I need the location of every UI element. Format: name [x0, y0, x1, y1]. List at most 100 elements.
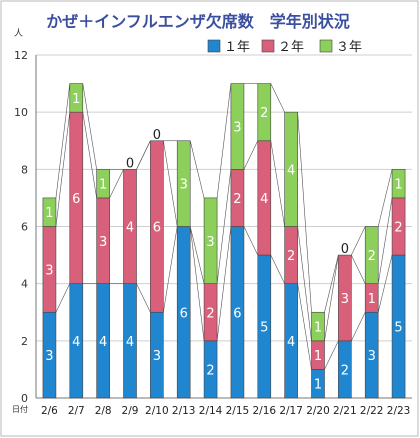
data-label: 3 [99, 235, 107, 250]
data-label: 3 [206, 235, 214, 250]
y-tick-label: 6 [21, 221, 28, 234]
series-connector [377, 169, 393, 227]
x-tick-label: 2/21 [333, 405, 357, 417]
data-label: 0 [153, 128, 161, 143]
series-connector [82, 112, 97, 198]
series-connector [324, 340, 339, 370]
series-connector-lines [55, 83, 393, 370]
data-label: 3 [233, 120, 241, 135]
legend: １年 ２年 ３年 [207, 39, 362, 55]
legend-swatch [319, 39, 333, 53]
x-axis-label: 日付 [12, 404, 28, 414]
legend-label: １年 [224, 40, 250, 55]
x-tick-label: 2/9 [122, 405, 139, 417]
series-connector [189, 226, 205, 341]
data-label: 2 [233, 192, 241, 207]
series-connector [324, 255, 339, 341]
data-label: 4 [99, 335, 107, 350]
bar-segment [284, 111, 298, 227]
data-label: 1 [99, 178, 107, 193]
series-connector [297, 226, 312, 341]
series-connector [297, 283, 312, 370]
data-label: 2 [206, 363, 214, 378]
bar-segment [364, 226, 379, 284]
y-tick-label: 10 [14, 106, 28, 119]
data-label: 6 [153, 221, 161, 236]
data-label: 3 [341, 292, 349, 307]
x-tick-label: 2/15 [226, 405, 250, 417]
x-axis: 2/6 2/7 2/8 2/9 2/10 2/13 2/14 2/15 2/16 2/17 2/20… [41, 405, 410, 417]
y-tick-label: 12 [14, 49, 28, 62]
x-tick-label: 2/16 [252, 405, 276, 417]
bar-segment [150, 140, 164, 313]
series-connector [216, 226, 232, 341]
data-label: 3 [45, 263, 53, 278]
x-tick-label: 2/13 [172, 405, 196, 417]
series-connector [55, 112, 71, 227]
data-label: 1 [45, 206, 53, 221]
data-label: 2 [341, 363, 349, 378]
y-tick-label: 8 [21, 163, 28, 176]
bar-segment [69, 83, 84, 113]
data-label: 2 [260, 106, 268, 121]
data-label: 0 [341, 242, 349, 257]
y-tick-label: 4 [21, 278, 28, 291]
data-label: 3 [180, 178, 188, 193]
data-label: 2 [206, 306, 214, 321]
series-connector [189, 226, 205, 284]
data-label: 4 [72, 335, 80, 350]
series-connector [216, 169, 232, 284]
data-label: 6 [180, 306, 188, 321]
data-label: 5 [260, 321, 268, 336]
y-axis-unit-label: 人 [14, 28, 23, 39]
bar-segment [391, 169, 406, 199]
data-label: 4 [126, 221, 134, 236]
series-connector [243, 226, 259, 256]
series-connector [55, 83, 71, 198]
x-tick-label: 2/22 [360, 405, 384, 417]
bar-segment [96, 169, 110, 199]
data-label: 4 [287, 163, 295, 178]
y-tick-label: 2 [21, 335, 28, 348]
data-label: 1 [314, 378, 322, 393]
series-connector [109, 169, 124, 199]
y-axis: 0 2 4 6 8 10 12 [14, 49, 37, 405]
series-connector [324, 255, 339, 313]
legend-label: ２年 [278, 40, 304, 55]
data-label: 3 [45, 349, 53, 364]
data-label: 4 [126, 335, 134, 350]
series-connector [163, 140, 178, 227]
series-connector [216, 83, 232, 198]
data-label: 1 [368, 292, 376, 307]
series-connector [136, 283, 151, 313]
bar-segment [123, 169, 137, 284]
data-label: 1 [314, 321, 322, 336]
bar-segment [203, 197, 218, 284]
data-label: 3 [153, 349, 161, 364]
series-connector [136, 140, 151, 170]
bar-segment [176, 140, 191, 227]
data-label: 2 [368, 249, 376, 264]
x-tick-label: 2/10 [145, 405, 169, 417]
x-tick-label: 2/17 [279, 405, 303, 417]
series-connector [297, 112, 312, 313]
series-connector [351, 254, 366, 284]
series-connector [377, 197, 393, 284]
data-label: 1 [314, 349, 322, 364]
bar-segment [42, 197, 57, 227]
x-tick-label: 2/8 [95, 405, 112, 417]
series-connector [377, 255, 393, 313]
data-label: 2 [287, 249, 295, 264]
x-tick-label: 2/7 [68, 405, 85, 417]
data-label: 4 [287, 335, 295, 350]
bar-segment [338, 254, 352, 342]
bar-segment [230, 83, 245, 170]
series-connector [270, 140, 285, 227]
data-label: 1 [72, 92, 80, 107]
y-tick-label: 0 [21, 392, 28, 405]
series-connector [243, 140, 259, 170]
series-connector [189, 140, 205, 198]
data-label: 5 [394, 321, 402, 336]
series-connector [82, 83, 97, 170]
